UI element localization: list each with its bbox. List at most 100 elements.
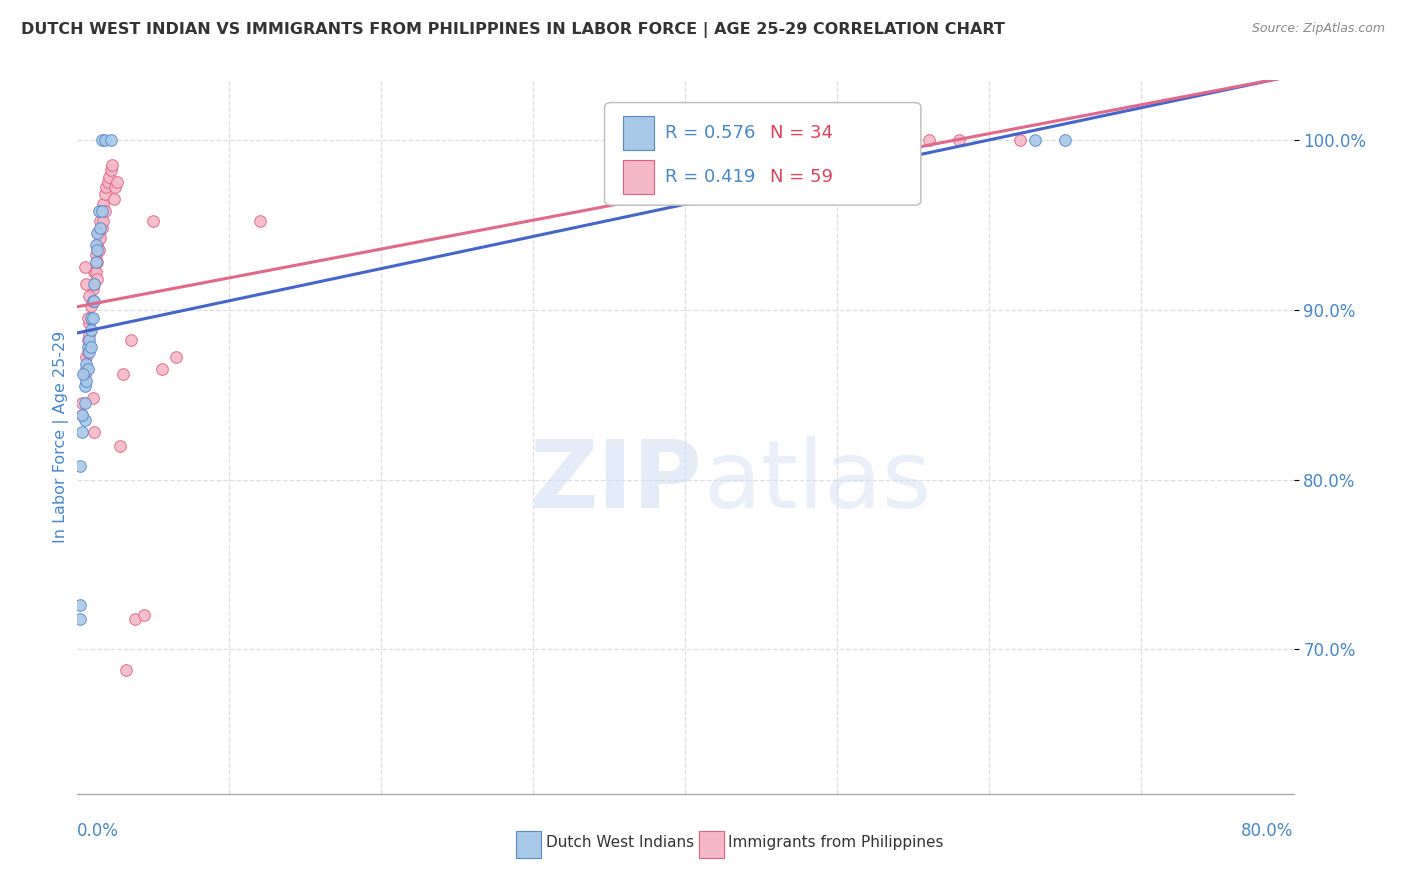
Point <box>80 323 103 337</box>
Point <box>83 294 105 309</box>
Point <box>75 357 97 371</box>
Point <box>69 599 91 613</box>
Point <box>75 374 97 388</box>
Point <box>87 226 110 240</box>
Point <box>93 187 115 202</box>
Point <box>100 163 122 178</box>
Point <box>86 272 108 286</box>
Point <box>84 255 107 269</box>
Text: R = 0.419: R = 0.419 <box>665 168 755 186</box>
Point <box>69 612 91 626</box>
Text: 0.0%: 0.0% <box>77 822 120 840</box>
Point <box>90 221 112 235</box>
Text: R = 0.576: R = 0.576 <box>665 124 755 142</box>
Point <box>89 221 111 235</box>
Point <box>86 226 108 240</box>
Point <box>1024 133 1046 147</box>
Point <box>97 175 120 189</box>
Point <box>83 425 105 439</box>
Point <box>77 333 100 347</box>
Point <box>75 277 97 292</box>
Point <box>75 350 97 364</box>
Point <box>82 311 104 326</box>
Point <box>90 204 112 219</box>
Point <box>73 368 96 382</box>
Point <box>90 133 112 147</box>
Point <box>165 350 187 364</box>
Point <box>77 340 100 354</box>
Point <box>948 133 970 147</box>
Point <box>1008 133 1031 147</box>
Point <box>73 260 96 275</box>
Point <box>72 368 94 382</box>
Point <box>70 408 93 422</box>
Text: DUTCH WEST INDIAN VS IMMIGRANTS FROM PHILIPPINES IN LABOR FORCE | AGE 25-29 CORR: DUTCH WEST INDIAN VS IMMIGRANTS FROM PHI… <box>21 22 1005 38</box>
Text: 80.0%: 80.0% <box>1241 822 1294 840</box>
Point <box>100 133 122 147</box>
Point <box>80 311 103 326</box>
Point <box>82 294 104 309</box>
Point <box>69 458 91 473</box>
Point <box>87 243 110 257</box>
Point <box>89 231 111 245</box>
Point <box>96 180 118 194</box>
Point <box>86 243 108 257</box>
Point <box>84 238 107 252</box>
Point <box>152 362 174 376</box>
Point <box>79 316 101 330</box>
Point <box>87 204 110 219</box>
Point <box>89 214 111 228</box>
Y-axis label: In Labor Force | Age 25-29: In Labor Force | Age 25-29 <box>53 331 69 543</box>
Point <box>98 170 121 185</box>
Point <box>105 175 128 189</box>
Point <box>84 248 107 262</box>
Point <box>124 612 146 626</box>
Point <box>93 204 115 219</box>
Point <box>77 345 100 359</box>
Point <box>80 340 103 354</box>
Point <box>70 408 93 422</box>
Point <box>91 214 114 228</box>
Point <box>142 214 165 228</box>
Point <box>79 333 101 347</box>
Text: atlas: atlas <box>703 435 931 528</box>
Point <box>120 333 142 347</box>
Point <box>79 289 101 303</box>
Point <box>83 277 105 292</box>
Point <box>103 192 125 206</box>
Point <box>93 133 115 147</box>
Point <box>82 391 104 405</box>
Point <box>83 265 105 279</box>
Point <box>918 133 941 147</box>
Point <box>101 158 124 172</box>
Point <box>82 294 104 309</box>
Text: ZIP: ZIP <box>530 435 703 528</box>
Point <box>73 413 96 427</box>
Point <box>1054 133 1077 147</box>
Point <box>80 299 103 313</box>
Point <box>108 439 131 453</box>
Point <box>86 238 108 252</box>
Point <box>86 255 108 269</box>
Point <box>111 368 134 382</box>
Point <box>134 608 156 623</box>
Point <box>249 214 271 228</box>
Point <box>79 328 101 343</box>
Point <box>90 204 112 219</box>
Point <box>79 340 101 354</box>
Point <box>75 362 97 376</box>
Point <box>70 396 93 410</box>
Point <box>82 282 104 296</box>
Point <box>84 265 107 279</box>
Point <box>115 663 138 677</box>
Point <box>73 396 96 410</box>
Text: N = 59: N = 59 <box>770 168 834 186</box>
Point <box>83 277 105 292</box>
Text: Immigrants from Philippines: Immigrants from Philippines <box>728 836 943 850</box>
Point <box>77 362 100 376</box>
Text: Dutch West Indians: Dutch West Indians <box>546 836 693 850</box>
Text: N = 34: N = 34 <box>770 124 834 142</box>
Point <box>91 197 114 211</box>
Point <box>104 180 127 194</box>
Text: Source: ZipAtlas.com: Source: ZipAtlas.com <box>1251 22 1385 36</box>
